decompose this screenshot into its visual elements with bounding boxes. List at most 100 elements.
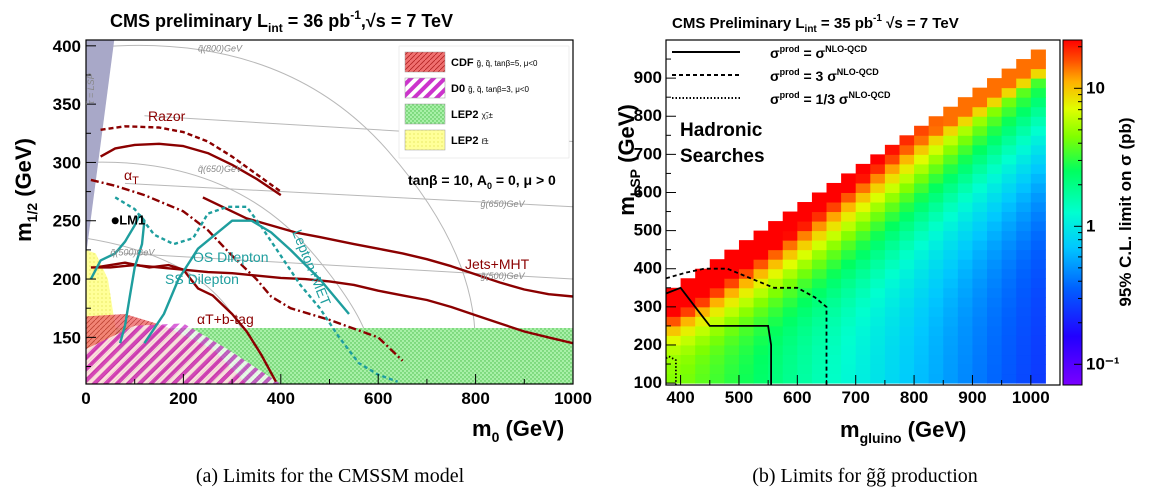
heatmap-cell (768, 278, 784, 289)
heatmap-cell (855, 373, 871, 384)
heatmap-cell (1001, 240, 1017, 251)
heatmap-cell (753, 249, 769, 260)
heatmap-cell (870, 297, 886, 308)
heatmap-cell (943, 221, 959, 232)
heatmap-cell (666, 335, 682, 346)
heatmap-cell (797, 211, 813, 222)
heatmap-cell (957, 97, 973, 108)
heatmap-cell (841, 259, 857, 270)
panel-a-title: CMS preliminary Lint = 36 pb-1,√s = 7 Te… (110, 8, 453, 35)
heatmap-cell (957, 163, 973, 174)
heatmap-cell (1001, 335, 1017, 346)
heatmap-cell (943, 230, 959, 241)
heatmap-cell (1030, 268, 1046, 279)
heatmap-cell (884, 240, 900, 251)
heatmap-cell (1016, 144, 1032, 155)
y-tick-label: 800 (634, 106, 662, 125)
legend-swatch (404, 51, 446, 73)
heatmap-cell (709, 316, 725, 327)
heatmap-cell (680, 325, 696, 336)
heatmap-cell (1030, 182, 1046, 193)
iso-mass-curve (124, 182, 573, 208)
heatmap-cell (972, 163, 988, 174)
heatmap-cell (666, 344, 682, 356)
heatmap-cell (1030, 306, 1046, 317)
heatmap-cell (957, 240, 973, 251)
heatmap-cell (972, 173, 988, 184)
heatmap-cell (1016, 192, 1032, 203)
heatmap-cell (1001, 78, 1017, 89)
limit-contour (666, 355, 677, 385)
heatmap-cell (797, 344, 813, 356)
heatmap-cell (884, 163, 900, 174)
heatmap-cell (1030, 287, 1046, 298)
heatmap-cell (1016, 211, 1032, 222)
heatmap-cell (1030, 125, 1046, 136)
heatmap-cell (1030, 335, 1046, 346)
heatmap-cell (738, 325, 755, 336)
heatmap-cell (841, 364, 857, 375)
heatmap-cell (1016, 344, 1032, 356)
y-axis-title: m1/2 (GeV) (11, 138, 40, 242)
heatmap-cell (782, 344, 798, 356)
heatmap-cell (811, 373, 828, 384)
heatmap-cell (972, 144, 988, 155)
exclusion-curve-os-dilepton (89, 213, 146, 344)
heatmap-cell (666, 325, 682, 336)
heatmap-cell (914, 202, 930, 213)
heatmap-cell (841, 249, 857, 260)
heatmap-cell (928, 230, 944, 241)
x-tick-label: 400 (267, 389, 295, 408)
heatmap-cell (870, 316, 886, 327)
x-tick-label: 900 (958, 388, 986, 407)
heatmap-cell (987, 116, 1003, 127)
heatmap-cell (768, 316, 784, 327)
heatmap-cell (972, 182, 988, 193)
heatmap-cell (943, 325, 959, 336)
heatmap-cell (753, 230, 769, 241)
heatmap-cell (782, 364, 798, 375)
y-tick-label: 100 (634, 373, 662, 392)
heatmap-cell (884, 364, 900, 375)
heatmap-cell (972, 325, 988, 336)
heatmap-cell (957, 325, 973, 336)
heatmap-cell (884, 373, 900, 384)
heatmap-cell (928, 287, 944, 298)
heatmap-cell (870, 240, 886, 251)
legend-entry: σprod = 1/3 σNLO-QCD (770, 90, 891, 107)
heatmap-cell (841, 297, 857, 308)
heatmap-cell (841, 316, 857, 327)
heatmap-cell (680, 354, 696, 365)
iso-mass-label: q̃(650)GeV (198, 164, 243, 174)
heatmap-cell (972, 221, 988, 232)
z-axis-title: 95% C.L. limit on σ (pb) (1116, 117, 1135, 306)
heatmap-cell (1030, 192, 1046, 203)
heatmap-cell (841, 221, 857, 232)
heatmap-cell (884, 354, 900, 365)
heatmap-cell (695, 335, 711, 346)
heatmap-cell (987, 354, 1003, 365)
heatmap-cell (1016, 173, 1032, 184)
heatmap-cell (987, 202, 1003, 213)
heatmap-cell (1016, 202, 1032, 213)
heatmap-cell (782, 268, 798, 279)
heatmap-cell (928, 278, 944, 289)
heatmap-cell (899, 173, 915, 184)
heatmap-cell (972, 106, 988, 117)
heatmap-cell (1016, 182, 1032, 193)
heatmap-cell (957, 221, 973, 232)
annotation-hadronic: Hadronic (680, 120, 763, 141)
heatmap-cell (811, 354, 828, 365)
heatmap-cell (957, 154, 973, 165)
lm1-label: LM1 (119, 213, 145, 228)
heatmap-cell (666, 373, 682, 384)
heatmap-cell (841, 211, 857, 222)
heatmap-cell (914, 211, 930, 222)
heatmap-cell (884, 306, 900, 317)
heatmap-cell (987, 306, 1003, 317)
cmssm-limits-panel: CMS preliminary Lint = 36 pb-1,√s = 7 Te… (11, 8, 592, 445)
heatmap-cell (1001, 202, 1017, 213)
panel-a-plot-area (86, 40, 573, 384)
heatmap-cell (826, 335, 842, 346)
